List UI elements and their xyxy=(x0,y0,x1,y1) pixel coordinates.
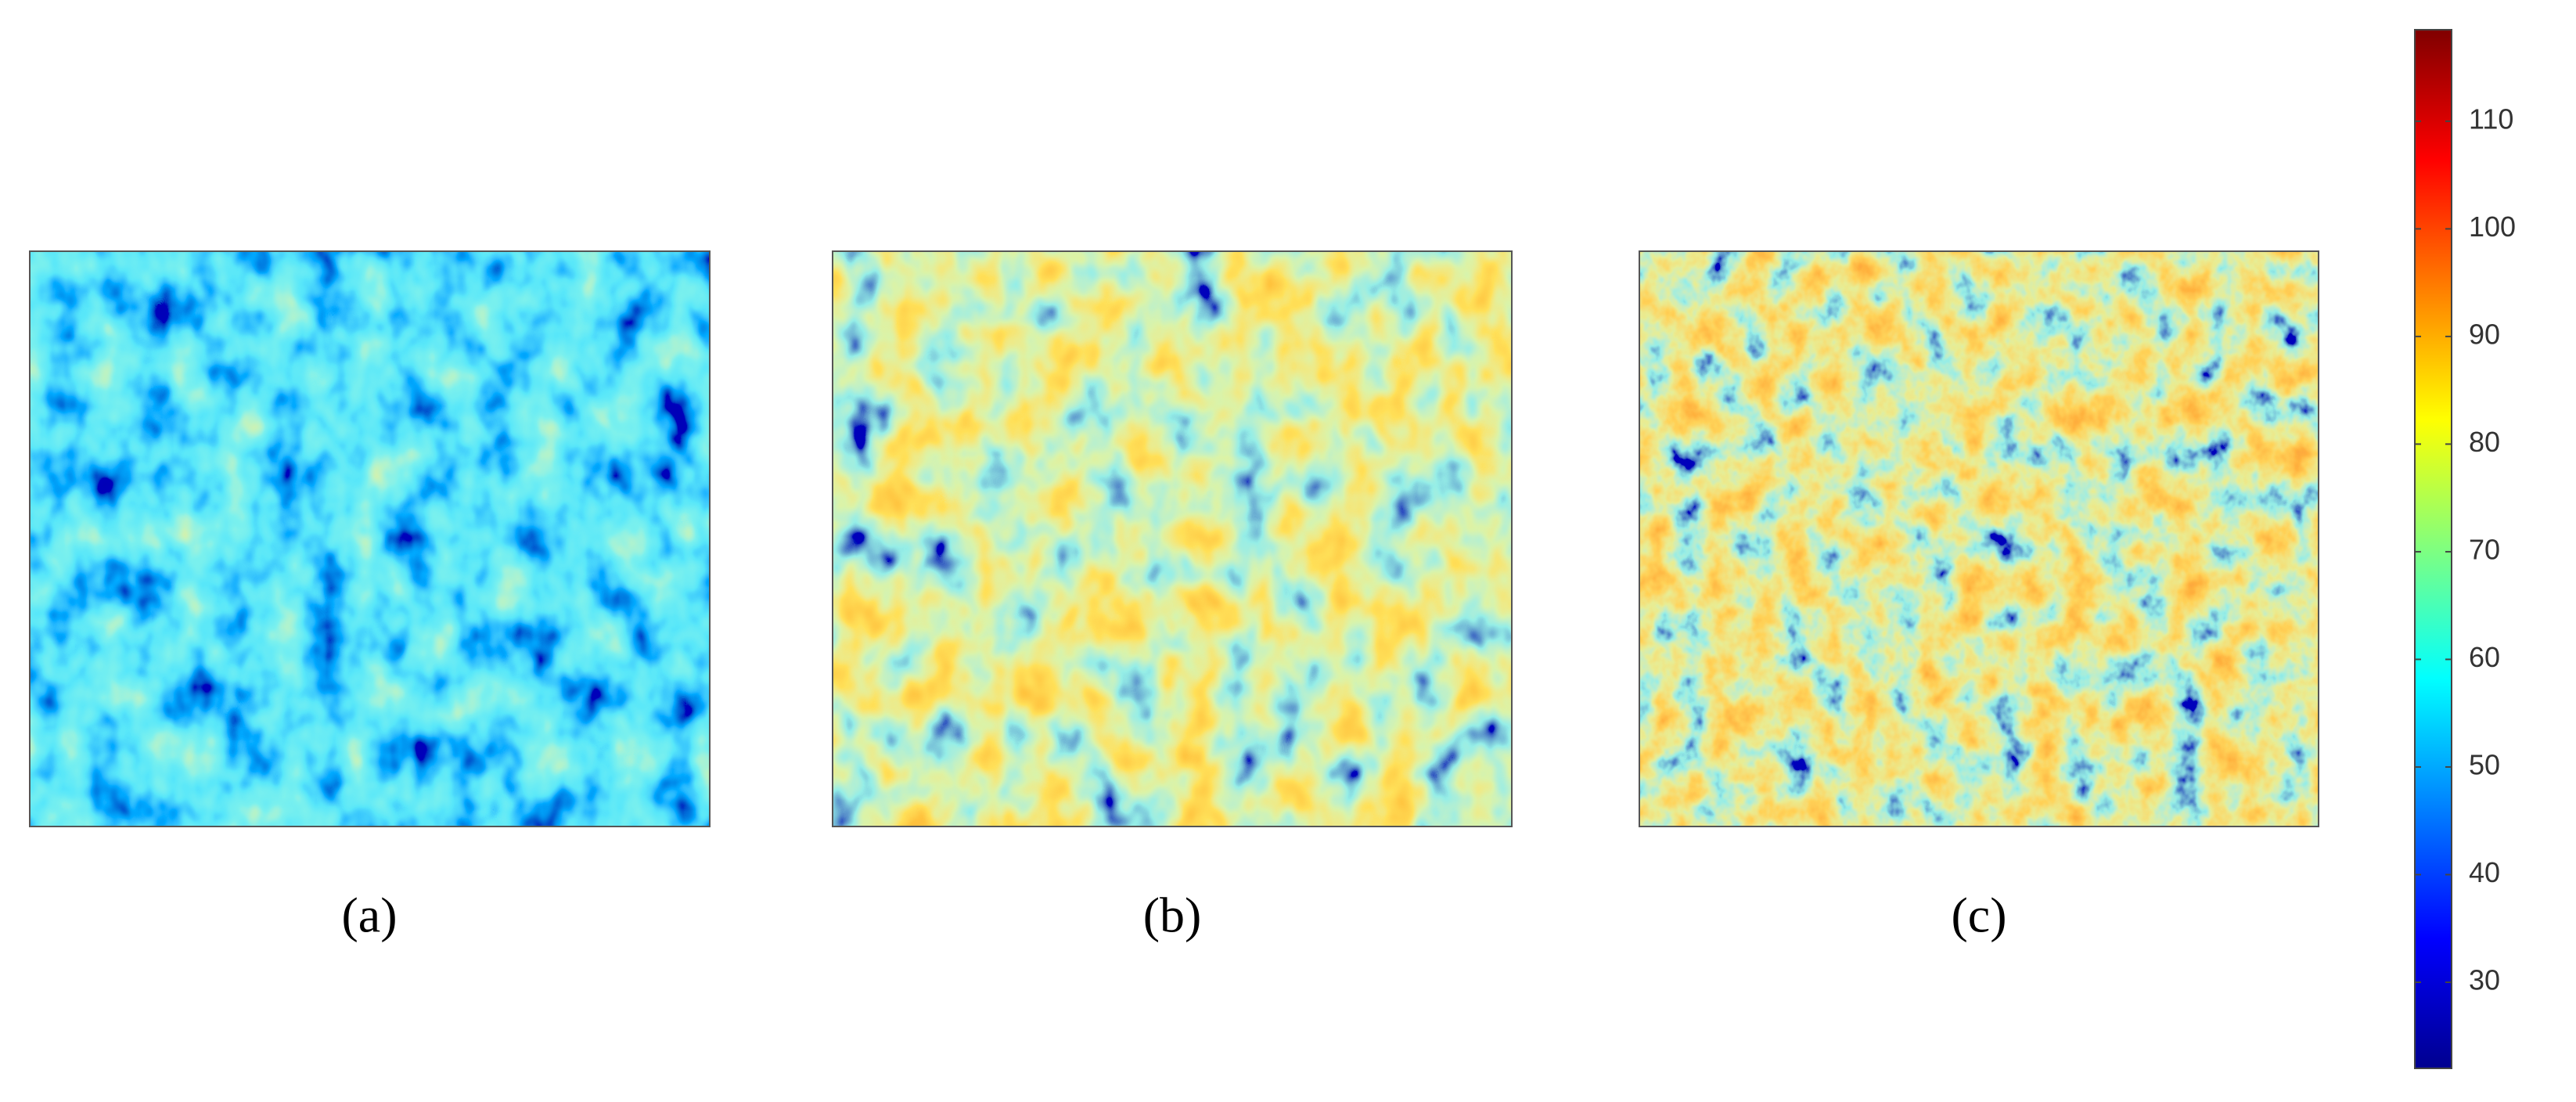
colorbar-tick-label: 30 xyxy=(2469,964,2500,996)
colorbar-tick-label: 70 xyxy=(2469,533,2500,565)
panel-label: (a) xyxy=(341,888,397,943)
panel-label: (b) xyxy=(1143,888,1202,943)
panel-label: (c) xyxy=(1951,888,2006,943)
colorbar-tick-label: 80 xyxy=(2469,426,2500,458)
heatmap-c xyxy=(1639,250,2319,827)
frame xyxy=(1639,250,2319,827)
colorbar xyxy=(2414,29,2452,1069)
colorbar-tick-label: 50 xyxy=(2469,748,2500,780)
heatmap-a xyxy=(29,250,711,827)
heatmap-b xyxy=(832,250,1513,827)
frame xyxy=(29,250,711,827)
colorbar-tick-label: 100 xyxy=(2469,211,2516,243)
colorbar-tick-label: 110 xyxy=(2469,103,2513,135)
colorbar-tick-label: 90 xyxy=(2469,318,2500,350)
frame xyxy=(832,250,1513,827)
colorbar-tick-label: 40 xyxy=(2469,856,2500,888)
colorbar-tick-label: 60 xyxy=(2469,641,2500,673)
